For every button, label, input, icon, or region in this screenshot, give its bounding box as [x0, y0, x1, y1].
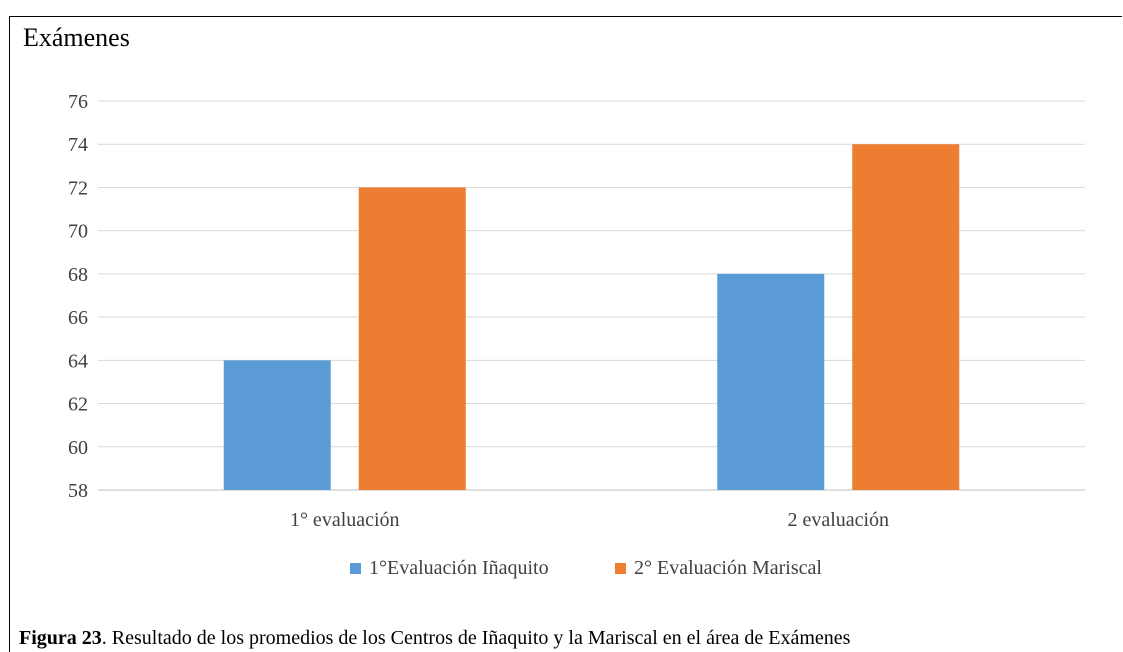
- bar: [717, 273, 825, 490]
- y-tick-label: 62: [68, 394, 88, 416]
- legend-label: 2° Evaluación Mariscal: [634, 557, 822, 579]
- legend-label: 1°Evaluación Iñaquito: [369, 557, 549, 579]
- bar: [358, 187, 466, 490]
- y-tick-label: 58: [68, 480, 88, 502]
- y-tick-label: 60: [68, 437, 88, 459]
- x-tick-label: 2 evaluación: [787, 509, 889, 531]
- legend-marker: [350, 563, 361, 574]
- caption-text: . Resultado de los promedios de los Cent…: [101, 627, 851, 649]
- bar: [852, 144, 960, 490]
- x-tick-label: 1° evaluación: [290, 509, 400, 531]
- legend-marker: [615, 563, 626, 574]
- y-tick-label: 66: [68, 307, 88, 329]
- y-tick-label: 70: [68, 221, 88, 243]
- bar: [223, 360, 331, 490]
- y-tick-label: 68: [68, 264, 88, 286]
- chart-title: Exámenes: [23, 23, 130, 52]
- y-tick-label: 74: [68, 134, 88, 156]
- caption-label: Figura 23: [19, 627, 102, 649]
- y-tick-label: 64: [68, 350, 88, 372]
- y-tick-label: 72: [68, 177, 88, 199]
- y-tick-label: 76: [68, 91, 88, 113]
- figure-caption: Figura 23. Resultado de los promedios de…: [19, 627, 850, 650]
- chart-frame: [9, 16, 1122, 652]
